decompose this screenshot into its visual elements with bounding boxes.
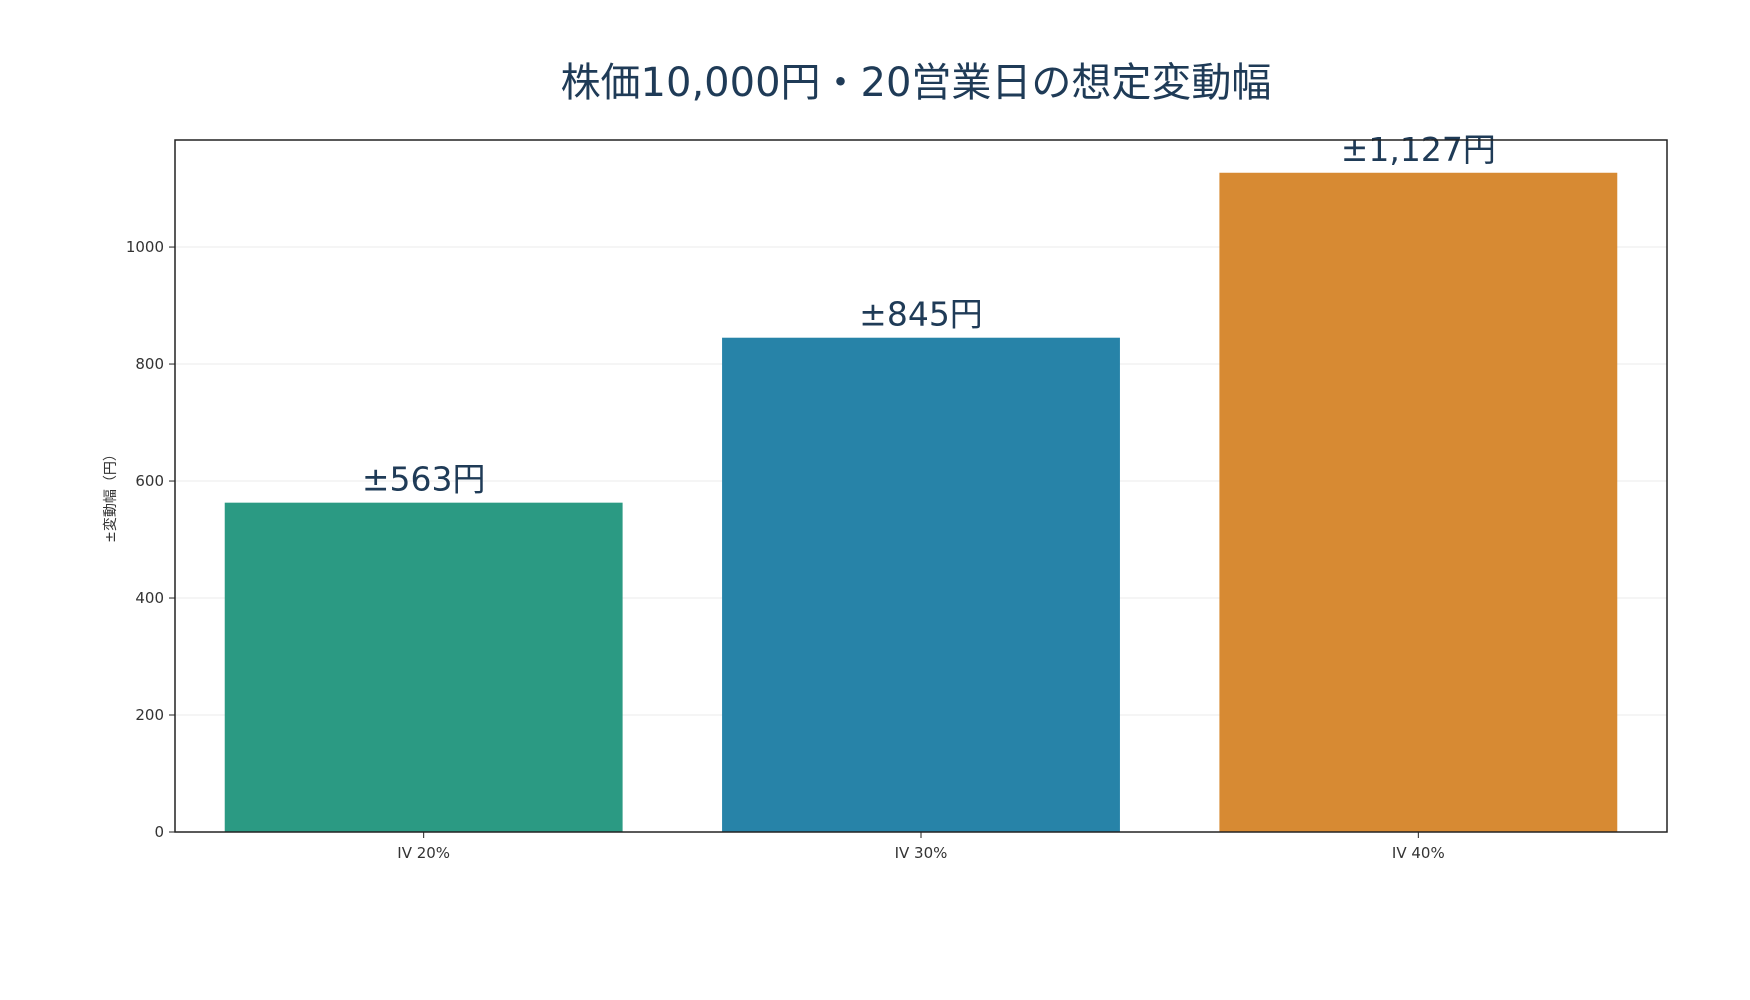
bar-value-label-3: ±1,127円 [1341, 130, 1496, 169]
bars [224, 172, 1618, 833]
bar-3 [1219, 172, 1618, 833]
bar-2 [722, 337, 1120, 832]
y-tick-label: 1000 [126, 238, 164, 256]
x-tick-label: IV 40% [1392, 844, 1445, 862]
chart-title: 株価10,000円・20営業日の想定変動幅 [561, 60, 1272, 106]
y-axis: 0 200 400 600 800 1000 [126, 238, 175, 841]
bar-value-labels: ±563円 ±845円 ±1,127円 [362, 130, 1496, 499]
x-axis: IV 20% IV 30% IV 40% [397, 832, 1445, 862]
x-tick-label: IV 30% [895, 844, 948, 862]
y-tick-label: 400 [135, 589, 164, 607]
y-tick-label: 800 [135, 355, 164, 373]
x-tick-label: IV 20% [397, 844, 450, 862]
y-tick-label: 0 [154, 823, 164, 841]
y-axis-label: ±変動幅（円） [102, 447, 119, 543]
y-tick-label: 600 [135, 472, 164, 490]
bar-1 [224, 502, 623, 832]
bar-value-label-1: ±563円 [362, 460, 486, 499]
bar-value-label-2: ±845円 [859, 295, 983, 334]
y-tick-label: 200 [135, 706, 164, 724]
